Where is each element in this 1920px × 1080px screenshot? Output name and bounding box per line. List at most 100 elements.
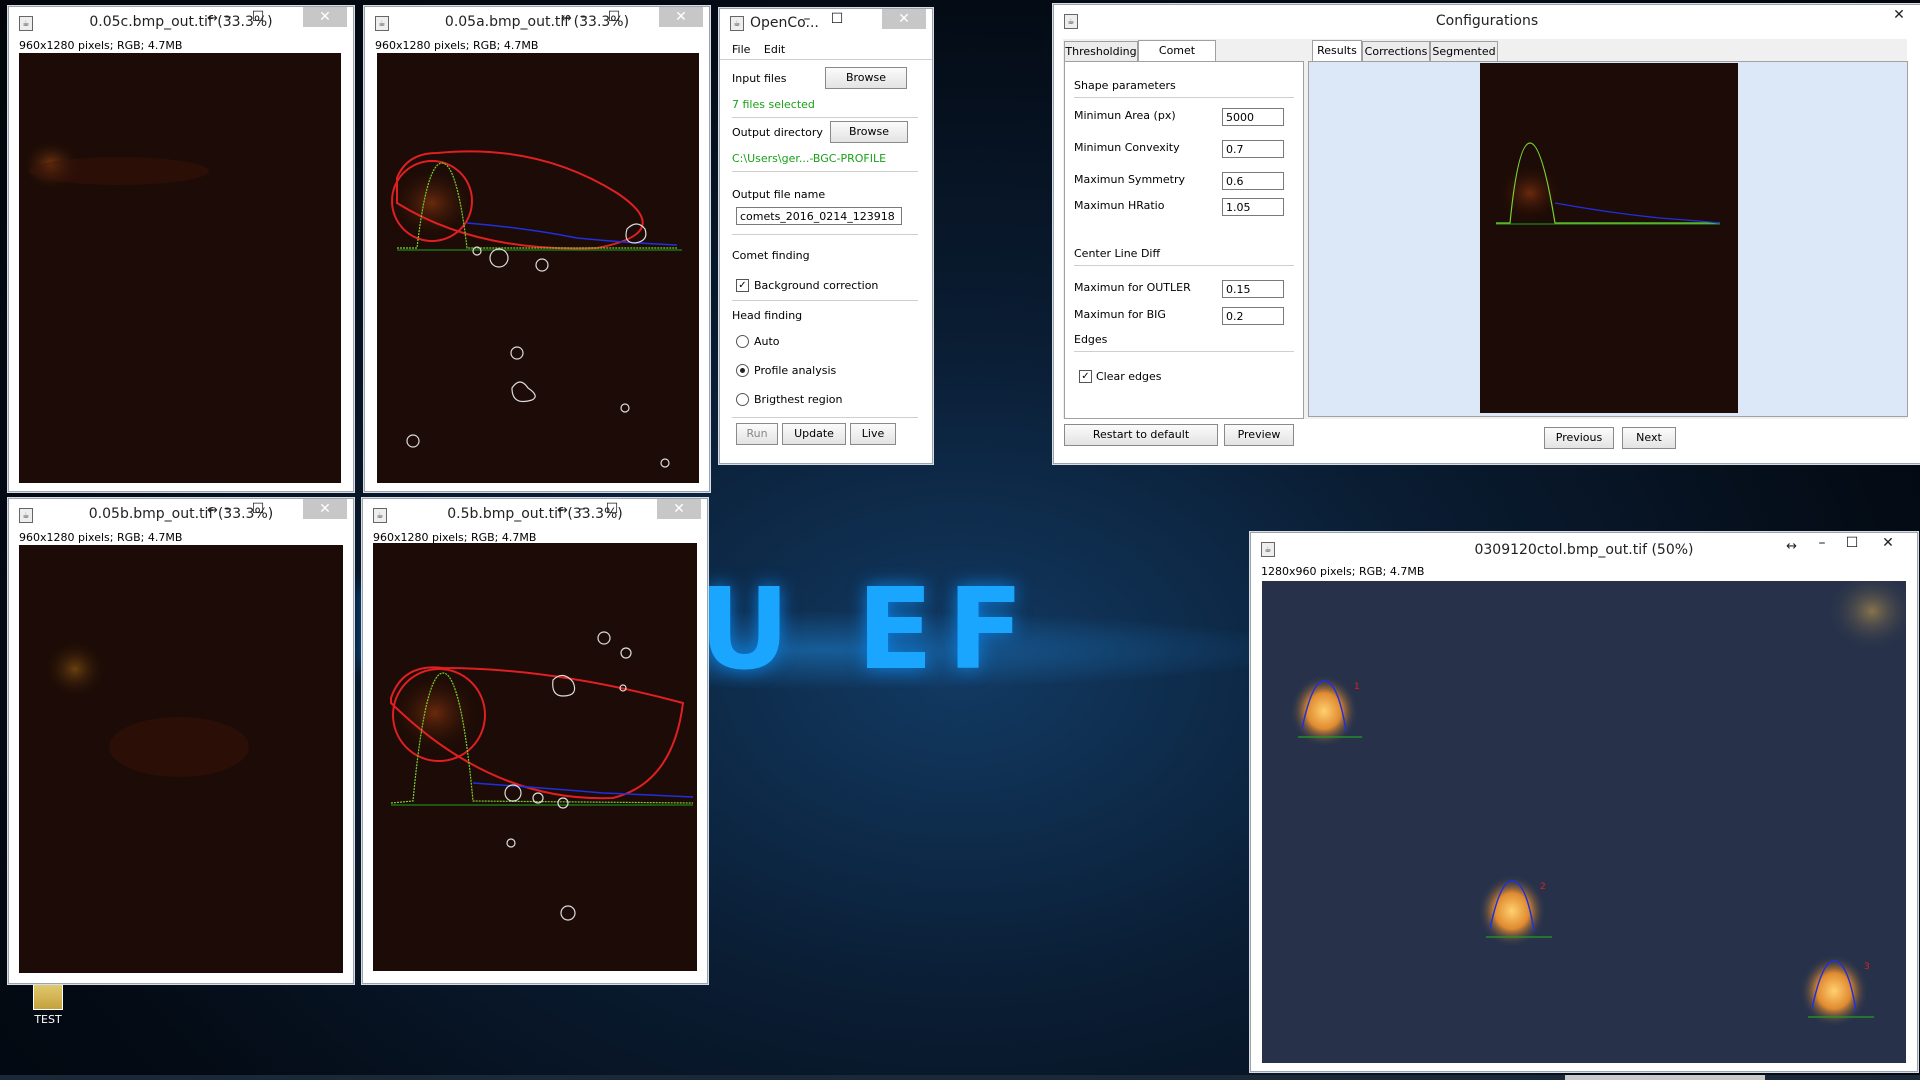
tab-segmented[interactable]: Segmented (1430, 41, 1498, 61)
divider (732, 300, 918, 301)
resize-icon[interactable]: ↔ (207, 503, 218, 518)
close-button[interactable]: ✕ (303, 499, 347, 519)
divider (1074, 351, 1294, 352)
run-button[interactable]: Run (736, 423, 778, 445)
image-info: 960x1280 pixels; RGB; 4.7MB (375, 39, 539, 52)
maximize-button[interactable]: ☐ (607, 9, 621, 25)
scrollbar-thumb[interactable] (1565, 1075, 1765, 1080)
resize-icon[interactable]: ↔ (561, 11, 572, 26)
image-info: 960x1280 pixels; RGB; 4.7MB (19, 39, 183, 52)
minimize-button[interactable]: – (1818, 535, 1826, 551)
head-profile-analysis-radio[interactable] (736, 364, 749, 377)
image-window-005a[interactable]: ☕ 0.05a.bmp_out.tif (33.3%) ↔ – ☐ ✕ 960x… (364, 6, 710, 492)
tab-thresholding[interactable]: Thresholding (1064, 41, 1138, 61)
tab-results[interactable]: Results (1312, 40, 1362, 61)
java-icon: ☕ (1064, 14, 1078, 29)
close-button[interactable]: ✕ (882, 9, 926, 29)
minimize-button[interactable]: – (580, 9, 588, 25)
title-bar[interactable]: ☕ 0.05b.bmp_out.tif (33.3%) ↔ – ☐ ✕ (9, 499, 353, 529)
maximize-button[interactable]: ☐ (605, 501, 619, 517)
min-area-label: Minimun Area (px) (1074, 109, 1176, 122)
comet-image (21, 139, 209, 191)
live-button[interactable]: Live (850, 423, 896, 445)
update-button[interactable]: Update (782, 423, 846, 445)
max-hratio-input[interactable]: 1.05 (1222, 198, 1284, 216)
close-button[interactable]: ✕ (1882, 535, 1894, 551)
title-bar[interactable]: ☕ Configurations ✕ (1054, 5, 1920, 35)
close-button[interactable]: ✕ (659, 7, 703, 27)
image-window-005b[interactable]: ☕ 0.05b.bmp_out.tif (33.3%) ↔ – ☐ ✕ 960x… (8, 498, 354, 984)
title-bar[interactable]: ☕ 0.05c.bmp_out.tif (33.3%) ↔ – ☐ ✕ (9, 7, 353, 37)
maximize-button[interactable]: ☐ (251, 501, 265, 517)
head-brightest-region-radio[interactable] (736, 393, 749, 406)
restart-to-default-button[interactable]: Restart to default (1064, 424, 1218, 446)
resize-icon[interactable]: ↔ (207, 11, 218, 26)
window-title: 0.05a.bmp_out.tif (33.3%) (444, 14, 630, 30)
comet-finding-label: Comet finding (732, 249, 810, 262)
next-button[interactable]: Next (1622, 427, 1676, 449)
title-bar[interactable]: ☕ OpenCo... – ☐ ✕ (720, 9, 932, 35)
max-symmetry-label: Maximun Symmetry (1074, 173, 1185, 186)
title-bar[interactable]: ☕ 0.05a.bmp_out.tif (33.3%) ↔ – ☐ ✕ (365, 7, 709, 37)
image-canvas[interactable] (373, 543, 697, 971)
image-window-0309120ctol[interactable]: ☕ 0309120ctol.bmp_out.tif (50%) ↔ – ☐ ✕ … (1250, 532, 1918, 1072)
window-title: 0.5b.bmp_out.tif (33.3%) (447, 506, 623, 522)
svg-text:2: 2 (1540, 882, 1546, 892)
image-canvas[interactable] (19, 545, 343, 973)
output-file-name-label: Output file name (732, 188, 826, 201)
maximize-button[interactable]: ☐ (1845, 535, 1859, 551)
minimize-button[interactable]: – (224, 501, 232, 517)
image-canvas[interactable] (377, 53, 699, 483)
title-bar[interactable]: ☕ 0309120ctol.bmp_out.tif (50%) ↔ – ☐ ✕ (1251, 533, 1917, 563)
title-bar[interactable]: ☕ 0.5b.bmp_out.tif (33.3%) ↔ – ☐ ✕ (363, 499, 707, 529)
menu-bar: File Edit (732, 43, 795, 56)
comet-overlay (387, 150, 682, 468)
min-area-input[interactable]: 5000 (1222, 108, 1284, 126)
close-button[interactable]: ✕ (303, 7, 347, 27)
close-button[interactable]: ✕ (1893, 7, 1905, 23)
edges-label: Edges (1074, 333, 1108, 346)
previous-button[interactable]: Previous (1544, 427, 1614, 449)
browse-input-button[interactable]: Browse (825, 67, 907, 89)
comet-image (43, 639, 249, 777)
tab-comet-finding[interactable]: Comet Finding (1138, 40, 1216, 76)
head-finding-label: Head finding (732, 309, 803, 322)
preview-button[interactable]: Preview (1224, 424, 1294, 446)
opencomet-window[interactable]: ☕ OpenCo... – ☐ ✕ File Edit Input files … (719, 8, 933, 464)
window-title: 0309120ctol.bmp_out.tif (50%) (1474, 542, 1694, 558)
output-file-name-input[interactable]: comets_2016_0214_123918 (736, 207, 902, 225)
image-window-005c[interactable]: ☕ 0.05c.bmp_out.tif (33.3%) ↔ – ☐ ✕ 960x… (8, 6, 354, 492)
head-auto-radio[interactable] (736, 335, 749, 348)
clear-edges-checkbox[interactable]: ✓ (1079, 370, 1092, 383)
minimize-button[interactable]: – (224, 9, 232, 25)
image-window-05b[interactable]: ☕ 0.5b.bmp_out.tif (33.3%) ↔ – ☐ ✕ 960x1… (362, 498, 708, 984)
tab-corrections[interactable]: Corrections (1362, 41, 1430, 61)
background-correction-label: Background correction (754, 279, 879, 292)
image-info: 1280x960 pixels; RGB; 4.7MB (1261, 565, 1425, 578)
close-button[interactable]: ✕ (657, 499, 701, 519)
max-hratio-label: Maximun HRatio (1074, 199, 1165, 212)
maximize-button[interactable]: ☐ (830, 11, 844, 27)
menu-edit[interactable]: Edit (763, 43, 786, 56)
background-correction-checkbox[interactable]: ✓ (736, 279, 749, 292)
menu-divider (720, 59, 932, 60)
image-canvas[interactable]: 1 2 3 (1262, 581, 1906, 1063)
max-symmetry-input[interactable]: 0.6 (1222, 172, 1284, 190)
results-image[interactable] (1480, 63, 1738, 413)
resize-icon[interactable]: ↔ (557, 503, 568, 518)
minimize-button[interactable]: – (578, 501, 586, 517)
configurations-window[interactable]: ☕ Configurations ✕ Thresholding Comet Fi… (1053, 4, 1920, 464)
max-big-input[interactable]: 0.2 (1222, 307, 1284, 325)
divider (732, 417, 918, 418)
menu-file[interactable]: File (732, 43, 751, 56)
image-canvas[interactable] (19, 53, 341, 483)
java-icon: ☕ (375, 16, 389, 31)
java-icon: ☕ (730, 16, 744, 31)
resize-icon[interactable]: ↔ (1786, 539, 1797, 554)
browse-output-button[interactable]: Browse (830, 121, 908, 143)
min-convexity-input[interactable]: 0.7 (1222, 140, 1284, 158)
maximize-button[interactable]: ☐ (251, 9, 265, 25)
desktop-icon-test[interactable]: TEST (18, 978, 78, 1026)
max-outler-input[interactable]: 0.15 (1222, 280, 1284, 298)
minimize-button[interactable]: – (803, 11, 811, 27)
